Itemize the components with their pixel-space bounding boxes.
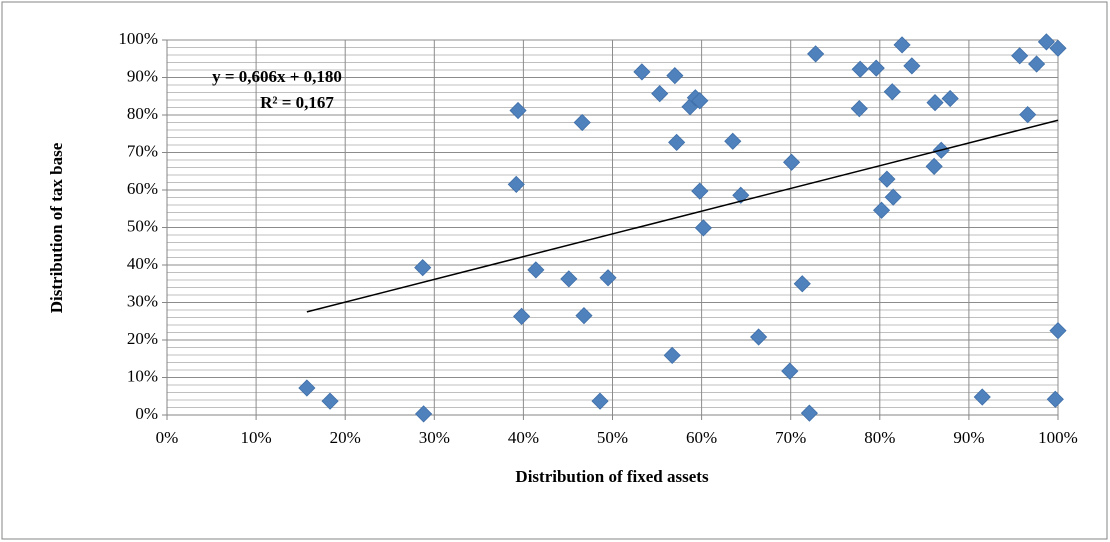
trendline <box>306 119 1059 313</box>
point <box>878 170 896 188</box>
point <box>973 388 991 406</box>
x-tick-label: 100% <box>1038 428 1078 447</box>
y-tick-label: 20% <box>127 329 158 348</box>
point <box>884 188 902 206</box>
x-tick-label: 70% <box>775 428 806 447</box>
y-tick-label: 100% <box>118 29 158 48</box>
point <box>1028 55 1046 73</box>
point <box>633 63 651 81</box>
point <box>663 346 681 364</box>
point <box>1049 39 1067 57</box>
y-tick-label: 80% <box>127 104 158 123</box>
annotation: R² = 0,167 <box>260 93 334 112</box>
x-tick-label: 50% <box>597 428 628 447</box>
point <box>732 186 750 204</box>
x-axis-title: Distribution of fixed assets <box>515 467 709 486</box>
point <box>694 219 712 237</box>
y-tick-label: 30% <box>127 291 158 310</box>
point <box>691 92 709 110</box>
y-tick-label: 50% <box>127 216 158 235</box>
y-tick-label: 90% <box>127 66 158 85</box>
point <box>591 392 609 410</box>
point <box>941 89 959 108</box>
point <box>414 259 432 277</box>
point <box>599 269 617 287</box>
point <box>781 362 799 380</box>
point <box>926 94 944 112</box>
point <box>851 60 869 78</box>
point <box>1049 322 1067 340</box>
point <box>509 101 527 120</box>
y-axis-title: Distribution of tax base <box>47 142 66 313</box>
point <box>724 132 742 150</box>
point <box>807 45 825 63</box>
x-tick-label: 30% <box>419 428 450 447</box>
point <box>415 405 433 423</box>
point <box>513 307 531 325</box>
point <box>793 275 811 293</box>
point <box>1037 33 1055 51</box>
annotation: y = 0,606x + 0,180 <box>212 67 342 86</box>
x-tick-label: 60% <box>686 428 717 447</box>
point <box>573 113 591 132</box>
x-tick-label: 80% <box>864 428 895 447</box>
point <box>1019 106 1037 124</box>
y-tick-label: 10% <box>127 366 158 385</box>
x-tick-label: 10% <box>241 428 272 447</box>
point <box>925 157 943 175</box>
point <box>1011 47 1029 65</box>
y-tick-label: 70% <box>127 141 158 160</box>
point <box>883 83 901 101</box>
x-tick-label: 0% <box>156 428 179 447</box>
y-tick-label: 0% <box>135 404 158 423</box>
point <box>321 392 339 410</box>
x-tick-label: 20% <box>330 428 361 447</box>
point <box>527 261 545 279</box>
x-tick-label: 40% <box>508 428 539 447</box>
point <box>507 175 525 193</box>
point <box>666 67 684 85</box>
point <box>1046 390 1064 408</box>
point <box>873 201 891 219</box>
point <box>575 307 593 325</box>
point <box>298 379 316 397</box>
y-tick-label: 40% <box>127 254 158 273</box>
y-tick-label: 60% <box>127 179 158 198</box>
point <box>800 404 818 422</box>
point <box>668 133 686 151</box>
point <box>560 270 578 288</box>
point <box>783 153 801 171</box>
point <box>893 36 911 54</box>
point <box>691 182 709 200</box>
x-tick-label: 90% <box>953 428 984 447</box>
point <box>750 328 768 346</box>
point <box>867 59 885 77</box>
point <box>850 100 868 118</box>
point <box>651 85 669 103</box>
point <box>903 57 921 75</box>
